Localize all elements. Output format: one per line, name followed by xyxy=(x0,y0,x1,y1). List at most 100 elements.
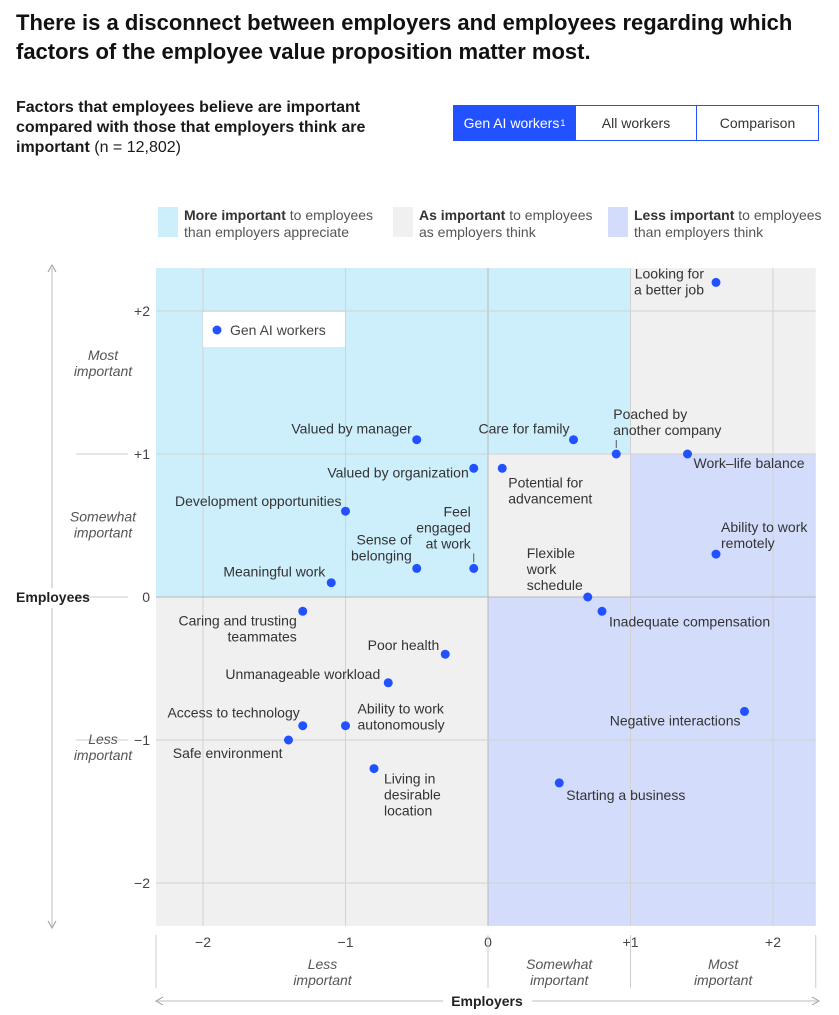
point-label: advancement xyxy=(508,490,592,506)
x-band-label: important xyxy=(530,972,589,988)
point-label: Living in xyxy=(384,771,435,787)
point-label: Inadequate compensation xyxy=(609,613,770,629)
point-label: Caring and trusting xyxy=(178,612,296,628)
point-label: engaged xyxy=(416,519,471,535)
point-label: Looking for xyxy=(635,265,705,281)
data-point xyxy=(412,563,422,573)
point-label: a better job xyxy=(634,281,704,297)
point-label: Meaningful work xyxy=(223,564,326,580)
data-point xyxy=(412,435,422,445)
x-band-label: important xyxy=(694,972,753,988)
point-label: Development opportunities xyxy=(175,493,342,509)
y-band-label: Somewhat xyxy=(70,509,137,525)
legend-more-important: More important to employees than employer… xyxy=(158,207,373,241)
y-tick-label: 0 xyxy=(142,589,150,605)
x-arrowhead-right xyxy=(811,996,821,1006)
data-point xyxy=(469,563,479,573)
y-arrowhead-down xyxy=(47,920,57,930)
legend-swatch-as xyxy=(393,207,413,237)
y-tick-label: −1 xyxy=(134,732,150,748)
point-label: Access to technology xyxy=(167,705,299,721)
point-label: Care for family xyxy=(478,421,569,437)
x-band-label: important xyxy=(293,972,352,988)
chart-headline: There is a disconnect between employers … xyxy=(16,10,793,64)
footnote-marker: 1 xyxy=(560,118,566,128)
y-band-label: important xyxy=(74,363,133,379)
series-legend-box xyxy=(203,312,345,347)
data-point xyxy=(326,578,336,588)
y-tick-label: −2 xyxy=(134,875,150,891)
point-label: autonomously xyxy=(358,717,445,733)
y-tick-label: +1 xyxy=(134,446,150,462)
data-point-group: Access to technology xyxy=(167,705,308,731)
data-point-group: Care for family xyxy=(478,421,578,445)
tab-gen-ai-workers[interactable]: Gen AI workers 1 xyxy=(453,105,576,141)
data-point xyxy=(341,721,350,731)
series-legend-label: Gen AI workers xyxy=(230,322,326,338)
subtitle-text: Factors that employees believe are impor… xyxy=(16,99,366,156)
legend-as-important: As important to employees as employers th… xyxy=(393,207,593,241)
point-label: teammates xyxy=(228,628,297,644)
data-point xyxy=(597,606,607,616)
view-tabs: Gen AI workers 1 All workers Comparison xyxy=(453,105,819,141)
point-label: Feel xyxy=(444,503,471,519)
legend-swatch-less xyxy=(608,207,628,237)
y-tick-label: +2 xyxy=(134,303,150,319)
y-band-label: important xyxy=(74,525,133,541)
y-band-label: Most xyxy=(88,347,119,363)
data-point xyxy=(298,606,308,616)
x-tick-label: −2 xyxy=(195,934,211,950)
chart-subtitle: Factors that employees believe are impor… xyxy=(16,98,416,158)
data-point xyxy=(683,449,692,459)
y-axis-title: Employees xyxy=(16,589,90,605)
data-point xyxy=(583,592,593,602)
data-point-group: Meaningful work xyxy=(223,564,336,588)
point-label: location xyxy=(384,803,432,819)
tab-all-workers[interactable]: All workers xyxy=(575,105,697,141)
data-point xyxy=(497,463,507,473)
x-band-label: Somewhat xyxy=(526,956,593,972)
data-point xyxy=(284,735,293,745)
y-arrowhead-up xyxy=(47,263,57,273)
point-label: Valued by organization xyxy=(327,464,468,480)
data-point xyxy=(740,706,749,716)
point-label: Negative interactions xyxy=(610,712,741,728)
x-axis-title: Employers xyxy=(451,993,523,1009)
y-band-label: important xyxy=(74,747,133,763)
data-point-group: Inadequate compensation xyxy=(597,606,770,629)
point-label: another company xyxy=(613,422,721,438)
data-point-group: Starting a business xyxy=(554,778,685,803)
data-point xyxy=(383,678,393,688)
point-label: Starting a business xyxy=(566,787,685,803)
point-label: schedule xyxy=(527,577,583,593)
data-point-group: Work–life balance xyxy=(683,449,805,471)
legend-label: Less important to employees than employer… xyxy=(634,207,822,240)
point-label: Safe environment xyxy=(173,745,283,761)
data-point-group: Development opportunities xyxy=(175,493,350,516)
tab-comparison[interactable]: Comparison xyxy=(696,105,819,141)
point-label: work xyxy=(526,561,558,577)
x-band-label: Most xyxy=(708,956,739,972)
legend-label: As important to employees as employers th… xyxy=(419,207,593,240)
data-point xyxy=(569,435,578,445)
data-point xyxy=(711,549,721,559)
x-arrowhead-left xyxy=(154,996,164,1006)
point-label: Sense of xyxy=(356,531,411,547)
point-label: Work–life balance xyxy=(694,455,805,471)
data-point xyxy=(611,449,621,459)
region-less-important xyxy=(488,454,816,926)
legend-less-important: Less important to employees than employer… xyxy=(608,207,822,241)
series-legend: Gen AI workers xyxy=(203,312,345,347)
point-label: Ability to work xyxy=(721,519,808,535)
x-tick-label: −1 xyxy=(338,934,354,950)
point-label: Flexible xyxy=(527,545,575,561)
